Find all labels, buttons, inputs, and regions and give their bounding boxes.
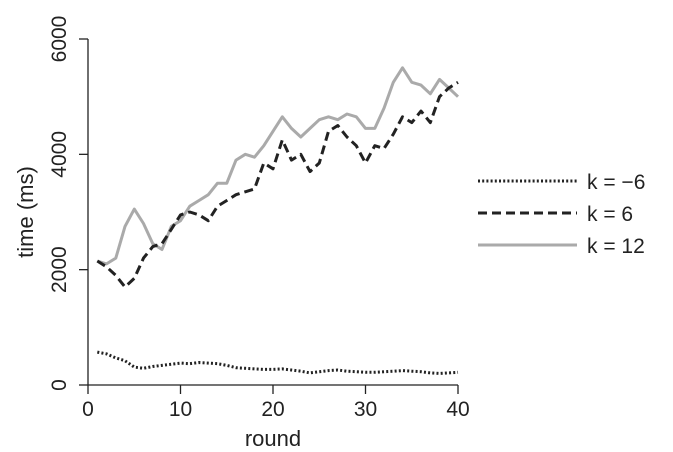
y-tick-label: 4000 xyxy=(48,131,71,178)
legend: k = −6 k = 6 k = 12 xyxy=(478,171,645,258)
series-line-1 xyxy=(97,350,459,375)
series-line-2 xyxy=(96,81,459,289)
x-axis-label: round xyxy=(245,426,301,451)
y-axis-label: time (ms) xyxy=(13,166,38,258)
x-tick-label: 0 xyxy=(82,398,94,421)
series-layer xyxy=(96,66,460,375)
y-tick-label: 2000 xyxy=(48,246,71,293)
legend-label-3: k = 12 xyxy=(587,235,645,258)
y-tick-label: 0 xyxy=(48,379,71,391)
x-tick-label: 30 xyxy=(354,398,377,421)
y-tick-label: 6000 xyxy=(48,16,71,63)
x-tick-label: 20 xyxy=(261,398,284,421)
x-tick-label: 40 xyxy=(446,398,469,421)
x-tick-label: 10 xyxy=(169,398,192,421)
series-line-3 xyxy=(96,66,460,266)
legend-label-2: k = 6 xyxy=(587,203,633,226)
axes: 0 10 20 30 40 0 2000 4000 6000 xyxy=(48,16,470,421)
legend-label-1: k = −6 xyxy=(587,171,645,194)
